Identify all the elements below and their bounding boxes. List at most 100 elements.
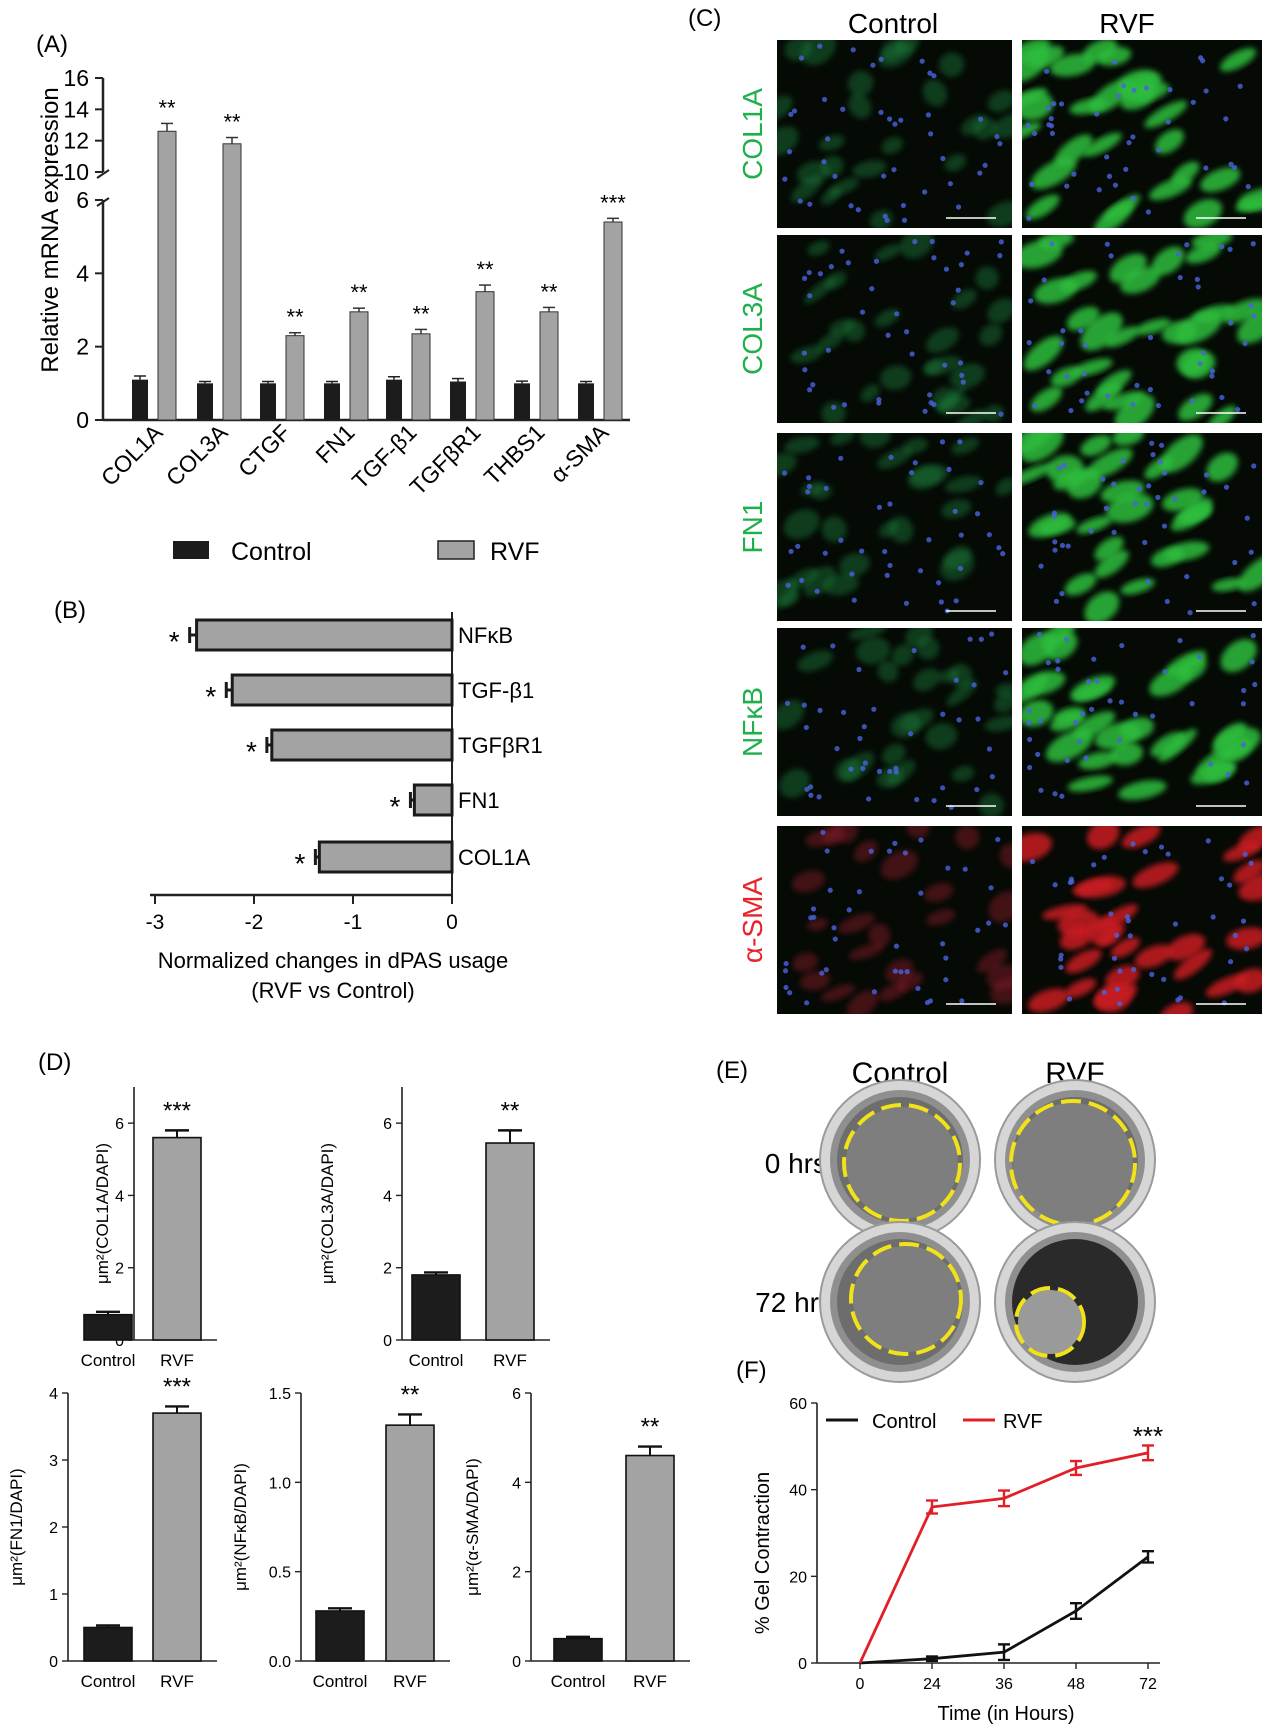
- dapi-nucleus: [810, 382, 816, 388]
- dapi-nucleus: [845, 260, 851, 266]
- dapi-nucleus: [1029, 181, 1035, 187]
- dapi-nucleus: [855, 207, 861, 213]
- dapi-nucleus: [1244, 515, 1250, 521]
- dapi-nucleus: [876, 400, 882, 406]
- dapi-nucleus: [1035, 751, 1041, 757]
- chart-d-category-label: Control: [81, 1672, 136, 1691]
- chart-d-bar-rvf: [152, 1412, 202, 1662]
- chart-b-bar: [317, 840, 454, 874]
- dapi-nucleus: [832, 173, 838, 179]
- dapi-nucleus: [1117, 968, 1123, 974]
- dapi-nucleus: [1177, 995, 1184, 1001]
- dapi-nucleus: [1209, 368, 1216, 374]
- dapi-nucleus: [1112, 59, 1118, 65]
- chart-d-ytick-label: 0: [49, 1654, 58, 1671]
- chart-b-bar: [195, 618, 454, 652]
- stained-cell: [1178, 393, 1213, 421]
- dapi-nucleus: [783, 984, 789, 991]
- gel-disc: [1013, 1103, 1133, 1223]
- dapi-nucleus: [1145, 209, 1152, 215]
- stained-cell: [799, 970, 831, 991]
- stained-cell: [882, 743, 906, 766]
- dapi-nucleus: [986, 920, 992, 926]
- micrograph-tile: [1022, 826, 1262, 1014]
- dapi-nucleus: [870, 62, 876, 68]
- dapi-nucleus: [1026, 340, 1032, 346]
- chart-b-category-label: NFκB: [458, 623, 513, 648]
- dapi-nucleus: [1032, 403, 1038, 409]
- dapi-nucleus: [888, 454, 894, 460]
- dapi-nucleus: [1150, 452, 1156, 458]
- dapi-nucleus: [922, 189, 928, 195]
- dapi-nucleus: [940, 941, 946, 947]
- dapi-nucleus: [782, 968, 789, 974]
- dapi-nucleus: [882, 548, 888, 555]
- dapi-nucleus: [807, 201, 813, 207]
- dapi-nucleus: [823, 967, 829, 973]
- gel-well: [819, 1079, 981, 1241]
- stained-cell: [1134, 944, 1173, 969]
- stained-cell: [797, 650, 834, 672]
- dapi-nucleus: [1053, 598, 1060, 604]
- chart-a-significance: **: [476, 257, 494, 282]
- stained-cell: [1109, 253, 1147, 284]
- chart-b-category-label: TGFβR1: [458, 733, 543, 758]
- chart-a-significance: **: [350, 280, 368, 305]
- chart-a-bar-control: [197, 383, 213, 420]
- chart-d-ytick-label: 6: [512, 1386, 521, 1403]
- stained-cell: [881, 136, 903, 155]
- dapi-nucleus: [1105, 393, 1111, 399]
- dapi-nucleus: [1197, 360, 1203, 367]
- dapi-nucleus: [1251, 601, 1257, 607]
- dapi-nucleus: [868, 848, 874, 854]
- chart-a-ytick-label: 12: [63, 128, 89, 154]
- dapi-nucleus: [886, 848, 893, 854]
- dapi-nucleus: [856, 889, 863, 895]
- stained-cell: [1160, 1001, 1194, 1014]
- chart-d-ytick-label: 4: [49, 1386, 58, 1403]
- stained-cell: [877, 660, 899, 683]
- stained-cell: [1180, 497, 1213, 523]
- stained-cell: [886, 759, 916, 786]
- chart-d-ytick-label: 4: [383, 1188, 392, 1205]
- stained-cell: [1022, 699, 1054, 727]
- dapi-nucleus: [1126, 140, 1132, 146]
- stained-cell: [1022, 88, 1048, 109]
- stained-cell: [877, 447, 913, 469]
- stained-cell: [1059, 270, 1097, 292]
- chart-d2: 0 2 4 6 μm²(COL3A/DAPI) Control RVF **: [318, 1087, 550, 1370]
- dapi-nucleus: [1232, 932, 1238, 938]
- dapi-nucleus: [902, 850, 908, 856]
- chart-b-bar: [270, 728, 454, 762]
- dapi-nucleus: [988, 885, 994, 891]
- chart-a-axis-break-mark: [96, 197, 110, 207]
- dapi-nucleus: [1190, 99, 1196, 105]
- chart-b-bar: [412, 783, 454, 817]
- chart-a-ytick-label: 10: [63, 159, 89, 185]
- stained-cell: [1112, 433, 1145, 446]
- dapi-nucleus: [1243, 946, 1250, 952]
- chart-d-ytick-label: 0: [115, 1333, 124, 1350]
- dapi-nucleus: [1046, 369, 1052, 375]
- dapi-nucleus: [859, 309, 866, 315]
- dapi-nucleus: [1187, 610, 1193, 616]
- dapi-nucleus: [957, 565, 964, 572]
- gel-well: [994, 1221, 1156, 1383]
- chart-d-category-label: RVF: [160, 1351, 194, 1370]
- stained-cell: [1102, 391, 1146, 411]
- dapi-nucleus: [1251, 313, 1257, 319]
- chart-a-bar-rvf: [222, 143, 242, 421]
- dapi-nucleus: [900, 202, 906, 209]
- dapi-nucleus: [931, 797, 937, 804]
- stained-cell: [992, 113, 1012, 139]
- stained-cell: [925, 722, 958, 750]
- chart-a-ytick-label: 6: [76, 187, 89, 213]
- stained-cell: [807, 240, 830, 256]
- chart-d-ytick-label: 6: [115, 1116, 124, 1133]
- dapi-nucleus: [904, 969, 910, 975]
- stained-cell: [1065, 949, 1102, 974]
- stained-cell: [1134, 318, 1171, 335]
- dapi-nucleus: [1142, 849, 1148, 855]
- dapi-nucleus: [1094, 678, 1100, 684]
- dapi-nucleus: [893, 943, 900, 949]
